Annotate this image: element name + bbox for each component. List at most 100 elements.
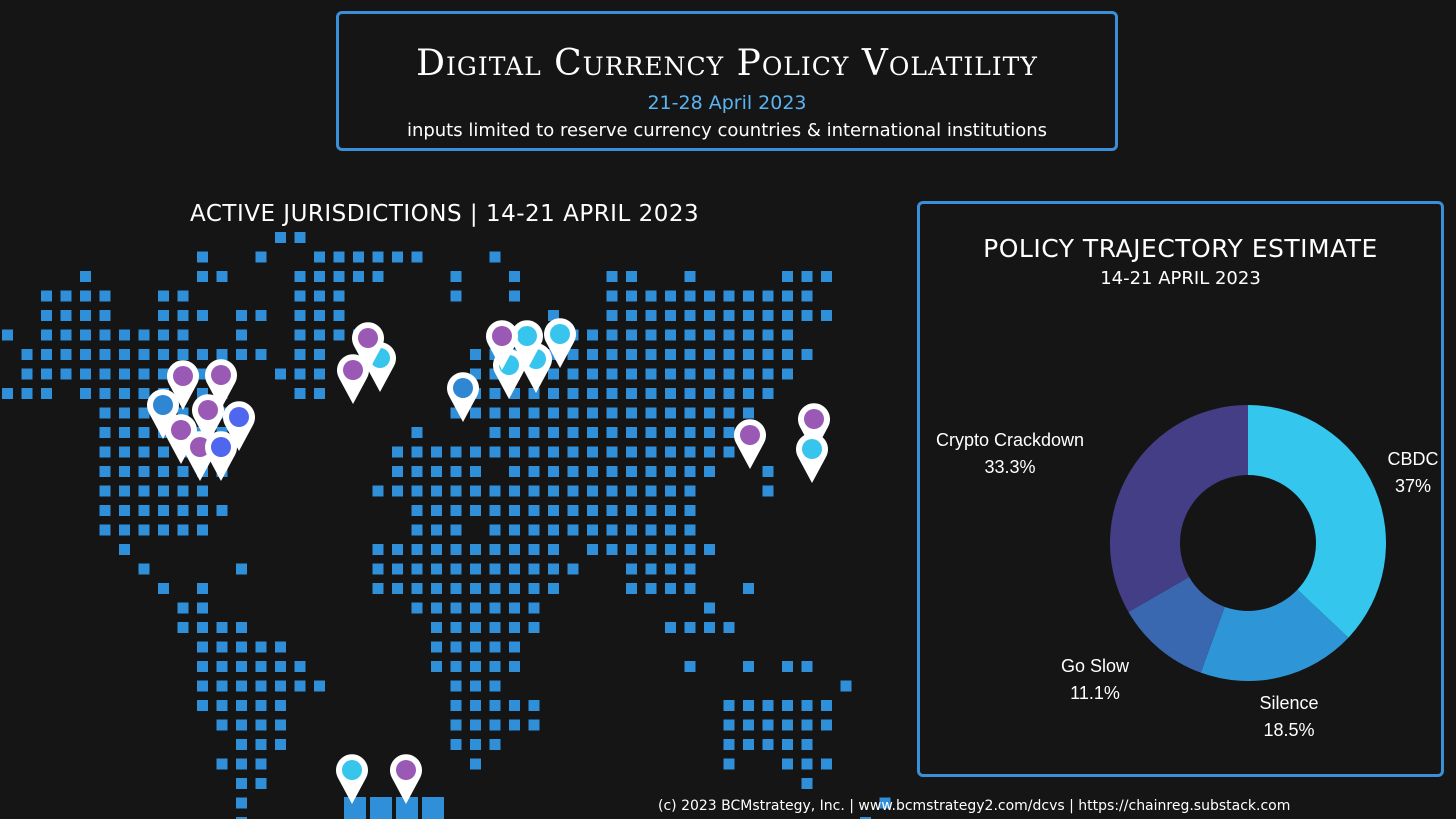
map-tile: [411, 563, 423, 575]
map-tile: [723, 310, 735, 321]
map-tile: [567, 466, 579, 477]
map-tile: [158, 446, 169, 458]
map-tile: [216, 349, 228, 360]
map-tile: [119, 544, 130, 555]
map-tile: [216, 505, 228, 516]
map-tile: [275, 232, 286, 243]
map-tile: [275, 739, 286, 750]
map-tile: [684, 407, 696, 419]
map-tile: [119, 485, 130, 497]
map-tile: [587, 368, 598, 380]
map-tile: [275, 700, 286, 711]
map-tile: [528, 563, 540, 575]
map-tile: [236, 739, 247, 750]
map-pin-dot: [229, 407, 249, 427]
map-pin-dot: [190, 437, 210, 457]
map-tile: [509, 407, 520, 419]
map-pin-dot: [173, 366, 193, 386]
map-tile: [177, 290, 189, 302]
map-tile: [236, 661, 247, 672]
map-tile: [684, 388, 696, 399]
map-tile: [450, 466, 462, 477]
map-tile: [567, 563, 579, 575]
map-tile: [665, 583, 676, 594]
map-tile: [470, 739, 481, 750]
map-tile: [528, 583, 540, 594]
map-tile: [801, 758, 813, 770]
map-tile: [723, 388, 735, 399]
map-tile: [294, 680, 306, 692]
map-tile: [684, 622, 696, 633]
map-tile: [450, 544, 462, 555]
map-tile: [528, 446, 540, 458]
map-tile: [645, 505, 657, 516]
map-tile: [782, 290, 793, 302]
map-tile: [60, 290, 72, 302]
map-tile: [197, 661, 208, 672]
map-tile: [255, 778, 267, 789]
map-tile: [119, 427, 130, 438]
map-tile: [450, 622, 462, 633]
map-tile: [489, 485, 501, 497]
map-tile: [489, 641, 501, 653]
map-tile: [548, 310, 559, 321]
map-tile: [450, 719, 462, 731]
map-tile: [587, 485, 598, 497]
map-tile: [450, 641, 462, 653]
slice-name: CBDC: [1387, 449, 1439, 469]
map-tile: [41, 388, 52, 399]
map-tile: [138, 427, 150, 438]
map-tile: [606, 310, 618, 321]
map-tile: [801, 778, 813, 789]
map-tile: [158, 349, 169, 360]
map-tile: [333, 290, 345, 302]
map-tile: [470, 583, 481, 594]
map-tile: [762, 466, 774, 477]
map-tile: [158, 310, 169, 321]
map-tile: [255, 680, 267, 692]
map-tile: [801, 310, 813, 321]
map-tile: [255, 700, 267, 711]
map-tile: [41, 368, 52, 380]
map-tile: [626, 349, 637, 360]
map-tile: [684, 271, 696, 282]
map-tile: [743, 700, 754, 711]
map-tile: [314, 329, 325, 341]
map-pin-dot: [358, 328, 378, 348]
map-tile: [80, 310, 91, 321]
map-tile: [704, 310, 715, 321]
map-tile: [587, 407, 598, 419]
map-tile: [645, 349, 657, 360]
map-tile: [723, 427, 735, 438]
map-tile: [645, 310, 657, 321]
map-tile: [450, 661, 462, 672]
map-tile: [236, 797, 247, 809]
map-tile: [801, 661, 813, 672]
map-pin-dot: [211, 437, 231, 457]
map-tile: [314, 310, 325, 321]
map-tile: [353, 251, 364, 263]
map-tile: [489, 700, 501, 711]
map-tile: [333, 310, 345, 321]
map-tile: [548, 407, 559, 419]
map-tile: [470, 680, 481, 692]
map-tile: [801, 739, 813, 750]
map-tile: [236, 758, 247, 770]
map-tile: [450, 602, 462, 614]
map-tile: [684, 310, 696, 321]
map-tile: [665, 485, 676, 497]
map-tile: [801, 700, 813, 711]
map-tile: [392, 544, 403, 555]
map-tile: [723, 700, 735, 711]
map-tile: [704, 622, 715, 633]
map-tile: [372, 563, 384, 575]
map-tile: [470, 641, 481, 653]
map-tile: [821, 719, 832, 731]
map-tile: [197, 310, 208, 321]
map-tile: [821, 310, 832, 321]
map-tile: [450, 505, 462, 516]
map-tile: [509, 602, 520, 614]
map-tile: [450, 700, 462, 711]
map-tile: [762, 739, 774, 750]
map-tile: [489, 739, 501, 750]
